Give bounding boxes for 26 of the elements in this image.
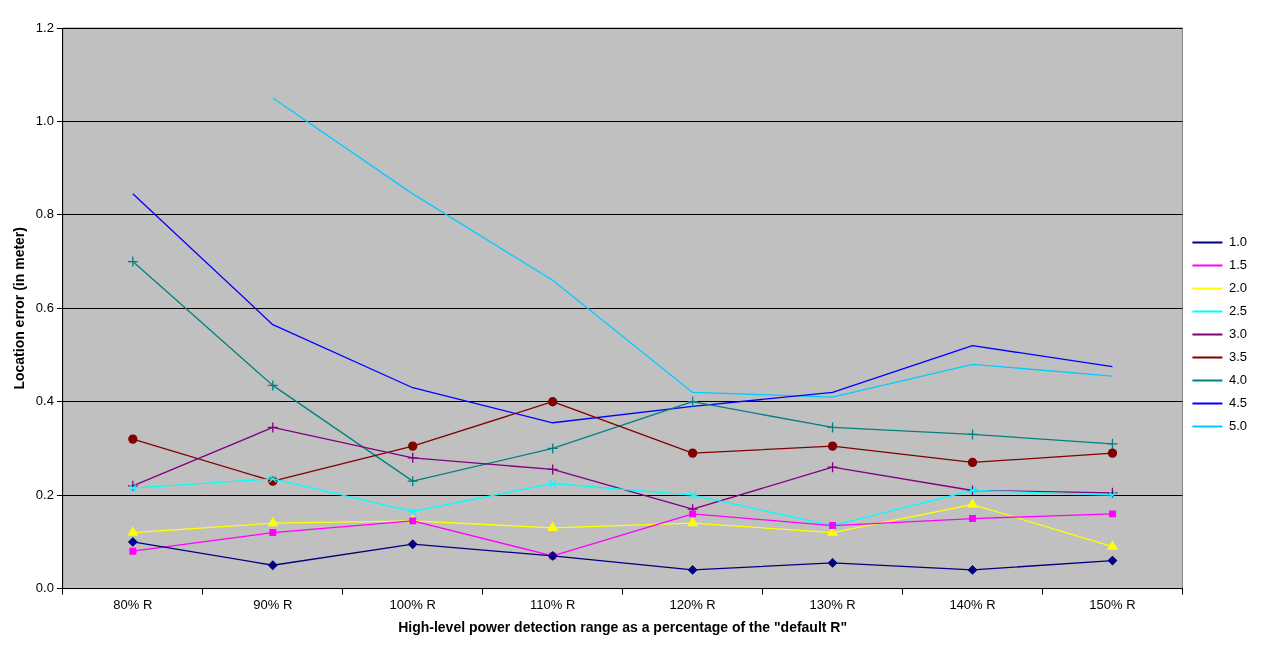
x-tick-label: 150% R (1089, 596, 1136, 612)
x-tick-label: 90% R (253, 596, 293, 612)
x-tick-label: 110% R (530, 596, 576, 612)
legend-label: 1.5 (1228, 257, 1248, 273)
y-tick-label: 1.0 (35, 113, 54, 129)
legend-label: 2.5 (1228, 303, 1248, 319)
x-tick-label: 100% R (389, 596, 436, 612)
x-tick-label: 140% R (949, 596, 996, 612)
legend-label: 2.0 (1228, 280, 1248, 296)
legend-label: 4.0 (1228, 372, 1248, 388)
x-tick-label: 80% R (113, 596, 153, 612)
y-tick-label: 0.0 (35, 580, 54, 596)
x-tick-label: 130% R (809, 596, 856, 612)
x-axis-title: High-level power detection range as a percentage of the "default R" (398, 619, 848, 636)
y-tick-label: 0.6 (35, 299, 54, 315)
y-tick-label: 0.2 (35, 486, 54, 502)
y-tick-label: 1.2 (35, 19, 54, 35)
legend-label: 5.0 (1228, 418, 1248, 434)
y-axis-title: Location error (in meter) (11, 227, 28, 390)
legend-label: 3.0 (1228, 326, 1248, 342)
legend-label: 1.0 (1228, 234, 1248, 250)
y-tick-label: 0.4 (35, 393, 54, 409)
legend-label: 4.5 (1228, 395, 1248, 411)
y-tick-label: 0.8 (35, 206, 54, 222)
legend-label: 3.5 (1228, 349, 1248, 365)
x-tick-label: 120% R (669, 596, 716, 612)
